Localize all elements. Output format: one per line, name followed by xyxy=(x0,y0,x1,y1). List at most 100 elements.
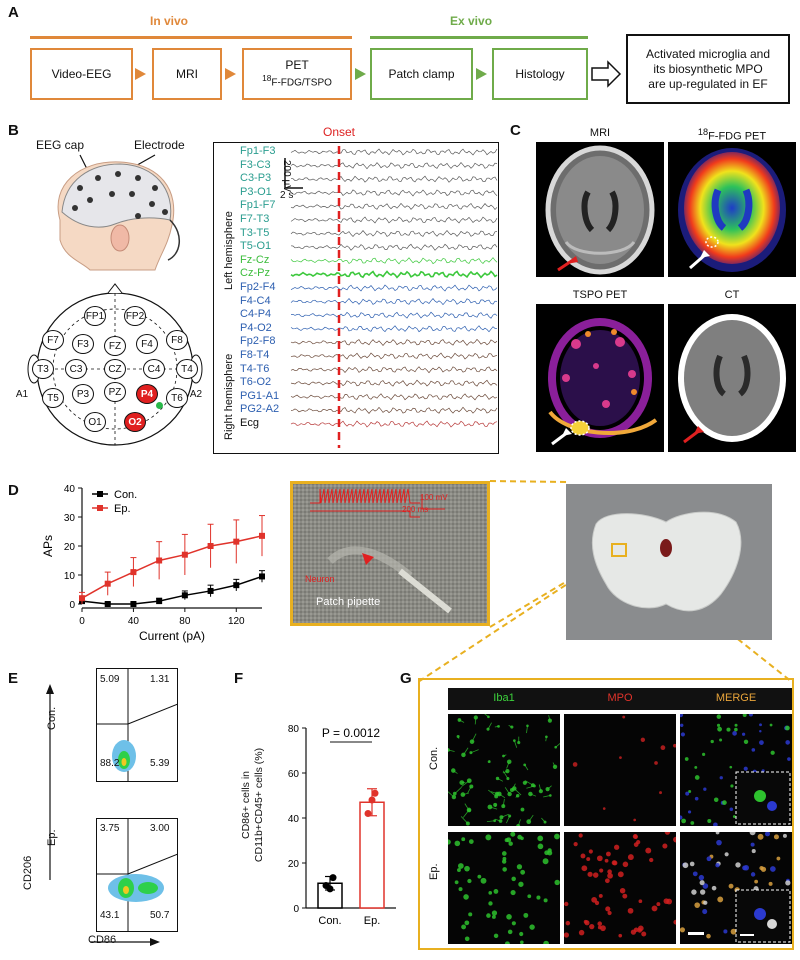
fdg-rest: F-FDG PET xyxy=(708,130,767,143)
tspo-pet-image xyxy=(536,304,664,452)
data-point xyxy=(156,557,163,564)
tspo-title: TSPO PET xyxy=(572,289,628,301)
eeg-channel-label: F7-T3 xyxy=(240,213,270,225)
flow-xlabel: CD86 xyxy=(88,934,117,946)
eeg-trace xyxy=(290,297,498,306)
y-tick-label: 80 xyxy=(288,724,300,735)
ep-q-lr: 50.7 xyxy=(150,910,170,921)
legend-label: Con. xyxy=(114,489,137,501)
eeg-trace xyxy=(290,148,498,156)
trace-ms: 200 ms xyxy=(402,505,429,514)
eeg-frame xyxy=(213,142,499,454)
if-image-ep-iba1 xyxy=(448,832,560,944)
x-tick-label: 40 xyxy=(128,616,140,627)
arrow-1 xyxy=(135,68,146,80)
con-q-ll: 88.2 xyxy=(100,758,120,769)
con-q-ur: 1.31 xyxy=(150,674,170,685)
y-tick-label: 20 xyxy=(288,859,300,870)
y-tick-label: 60 xyxy=(288,769,300,780)
eeg-trace xyxy=(290,189,498,197)
ct-title: CT xyxy=(724,289,740,301)
eeg-trace xyxy=(290,406,498,414)
x-tick-label: 0 xyxy=(79,616,85,627)
if-image-con-mpo xyxy=(564,714,676,826)
right-hemisphere-label: Right hemisphere xyxy=(223,353,235,440)
panel-letter-b: B xyxy=(8,122,19,139)
data-point xyxy=(371,789,379,797)
eeg-trace xyxy=(290,420,498,428)
bar-ylabel-l2: CD11b+CD45+ cells (%) xyxy=(253,747,265,863)
category-label: Con. xyxy=(318,915,341,927)
series-line-Con. xyxy=(81,575,263,605)
fdg-title: 18F-FDG PET xyxy=(668,127,796,143)
eeg-channel-label: Ecg xyxy=(240,417,259,429)
data-point xyxy=(207,543,214,549)
electrode-a1: A1 xyxy=(15,388,29,400)
data-point xyxy=(79,595,85,602)
data-point xyxy=(181,551,188,558)
series-line-Ep. xyxy=(81,535,263,599)
electrode-nodes: FP1 FP2 F7 F3 FZ F4 F8 T3 C3 CZ C4 T4 T5 P3 PZ P4 T6 O1 O2… xyxy=(16,282,210,452)
y-tick-label: 0 xyxy=(69,600,75,611)
eeg-channel-label: Cz-Pz xyxy=(240,267,270,280)
y-tick-label: 20 xyxy=(64,542,76,553)
in-vivo-bar xyxy=(30,36,352,39)
tissue-photo xyxy=(566,484,772,640)
panel-letter-a: A xyxy=(8,4,19,21)
eeg-channel-label: Fp1-F3 xyxy=(240,145,276,157)
data-point xyxy=(156,598,163,605)
y-tick-label: 10 xyxy=(64,571,76,582)
con-q-ul: 5.09 xyxy=(100,674,120,685)
eeg-trace xyxy=(290,229,498,238)
ap-chart: 0 10 20 30 40 0 40 80 120 Current (pA) APs Con. Ep. xyxy=(41,484,265,643)
data-point xyxy=(259,532,265,539)
eeg-trace xyxy=(290,175,498,183)
pet-title: PET xyxy=(285,58,309,73)
conclusion-box: Activated microglia and its biosynthetic… xyxy=(626,34,790,104)
eeg-channel-label: T4-T6 xyxy=(240,362,270,375)
conclusion-line2: its biosynthetic MPO xyxy=(653,61,763,76)
flow-plot-ep xyxy=(96,818,178,932)
flow-plot-con xyxy=(96,668,178,782)
x-tick-label: 80 xyxy=(179,616,191,627)
eeg-channel-label: Fz-Cz xyxy=(240,253,270,266)
electrode-label: Electrode xyxy=(134,138,185,152)
patch-clamp-image xyxy=(290,481,490,626)
eeg-channel-label: F8-T4 xyxy=(240,349,270,361)
scale-bar xyxy=(284,158,303,189)
legend-marker xyxy=(97,491,103,497)
electrode-cz: CZ xyxy=(104,359,126,379)
step-patch-clamp: Patch clamp xyxy=(370,48,473,100)
if-image-con-merge xyxy=(680,714,792,826)
fdg-sup: 18 xyxy=(697,127,709,137)
data-point xyxy=(368,796,376,804)
eeg-channel-label: T5-O1 xyxy=(240,240,272,253)
mri-title: MRI xyxy=(589,127,611,139)
data-point xyxy=(104,580,111,587)
bar-Ep. xyxy=(359,801,385,909)
arrow-to-conclusion xyxy=(591,60,622,88)
mri-image xyxy=(536,142,664,277)
data-point xyxy=(364,810,372,817)
p-value-annotation: P = 0.0012 xyxy=(322,726,380,740)
data-point xyxy=(259,573,265,580)
electrode-t6: T6 xyxy=(166,388,188,408)
data-point xyxy=(104,601,111,607)
eeg-trace xyxy=(290,338,498,347)
eeg-cap-label: EEG cap xyxy=(36,138,85,152)
panel-letter-e: E xyxy=(8,670,19,687)
eeg-trace xyxy=(290,257,498,265)
data-point xyxy=(329,874,337,882)
in-vivo-label: In vivo xyxy=(150,14,189,28)
eeg-trace xyxy=(290,352,498,360)
channel-labels: Fp1-F3 F3-C3 C3-P3 P3-O1 Fp1-F7 F7-T3 T3-T5 T5-… xyxy=(240,146,290,446)
eeg-channel-label: Fp2-F4 xyxy=(240,281,276,293)
electrode-fp1: FP1 xyxy=(84,306,106,326)
eeg-channel-label: F3-C3 xyxy=(240,158,271,171)
eeg-trace xyxy=(290,216,498,224)
if-frame xyxy=(418,678,794,950)
eeg-trace xyxy=(290,202,498,211)
eeg-channel-label: C3-P3 xyxy=(240,172,272,185)
con-q-lr: 5.39 xyxy=(150,758,170,769)
electrode-t4: T4 xyxy=(176,359,198,379)
